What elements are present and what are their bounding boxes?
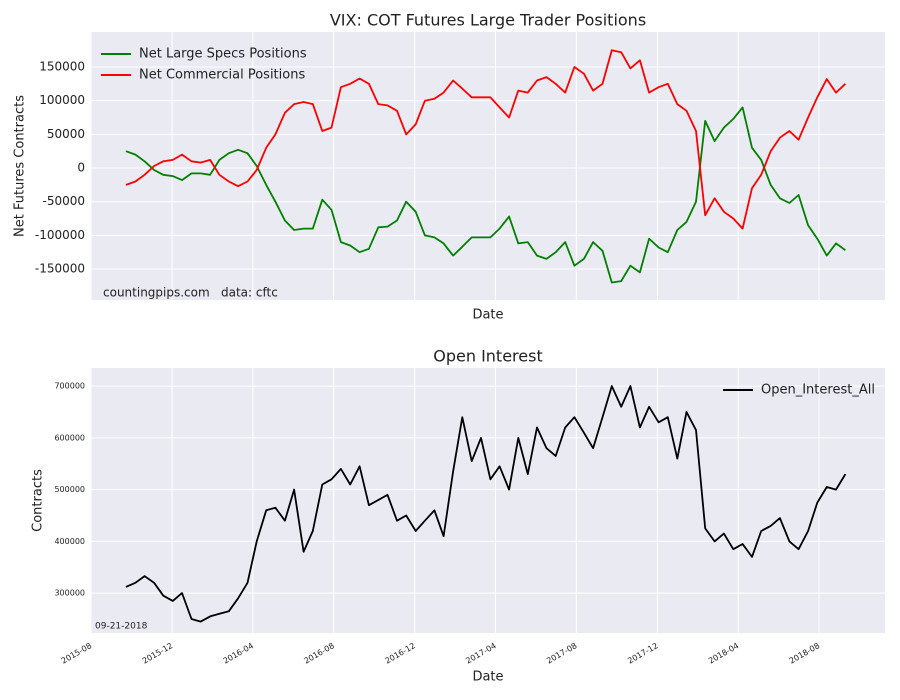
chart-title: Open Interest xyxy=(433,347,542,366)
y-tick-label: 400000 xyxy=(54,537,85,546)
plot-area xyxy=(91,32,885,300)
y-tick-label: 0 xyxy=(77,161,85,175)
x-tick-label: 2016-04 xyxy=(222,641,255,666)
legend-label: Open_Interest_All xyxy=(761,383,875,398)
y-axis-label: Net Futures Contracts xyxy=(13,95,28,237)
x-tick-label: 2015-08 xyxy=(60,641,93,666)
y-tick-label: 50000 xyxy=(47,127,85,141)
y-tick-label: 100000 xyxy=(39,93,85,107)
x-tick-label: 2017-04 xyxy=(464,641,497,666)
y-tick-label: -100000 xyxy=(35,228,85,242)
y-tick-label: 700000 xyxy=(54,382,85,391)
legend-label: Net Large Specs Positions xyxy=(139,47,307,62)
series-line xyxy=(125,106,846,284)
x-tick-label: 2018-04 xyxy=(707,641,740,666)
annotation: 09-21-2018 xyxy=(95,622,148,632)
series-line xyxy=(125,385,847,623)
x-axis-label: Date xyxy=(472,670,503,685)
y-axis-label: Contracts xyxy=(31,469,46,532)
series-line xyxy=(125,49,847,230)
x-tick-label: 2016-08 xyxy=(302,641,335,666)
annotation: countingpips.com xyxy=(103,286,210,300)
y-tick-label: -50000 xyxy=(42,194,85,208)
x-tick-label: 2017-08 xyxy=(545,641,578,666)
y-tick-label: 150000 xyxy=(39,60,85,74)
y-tick-label: -150000 xyxy=(35,262,85,276)
y-tick-label: 300000 xyxy=(54,589,85,598)
plot-area xyxy=(91,368,885,633)
x-tick-label: 2018-08 xyxy=(788,641,821,666)
x-tick-label: 2015-12 xyxy=(141,641,174,666)
x-axis-label: Date xyxy=(472,308,503,323)
x-tick-label: 2017-12 xyxy=(626,641,659,666)
legend-label: Net Commercial Positions xyxy=(139,68,305,83)
y-tick-label: 500000 xyxy=(54,485,85,494)
x-tick-label: 2016-12 xyxy=(384,641,417,666)
annotation: data: cftc xyxy=(221,286,278,300)
y-tick-label: 600000 xyxy=(54,433,85,442)
chart-title: VIX: COT Futures Large Trader Positions xyxy=(330,11,646,30)
